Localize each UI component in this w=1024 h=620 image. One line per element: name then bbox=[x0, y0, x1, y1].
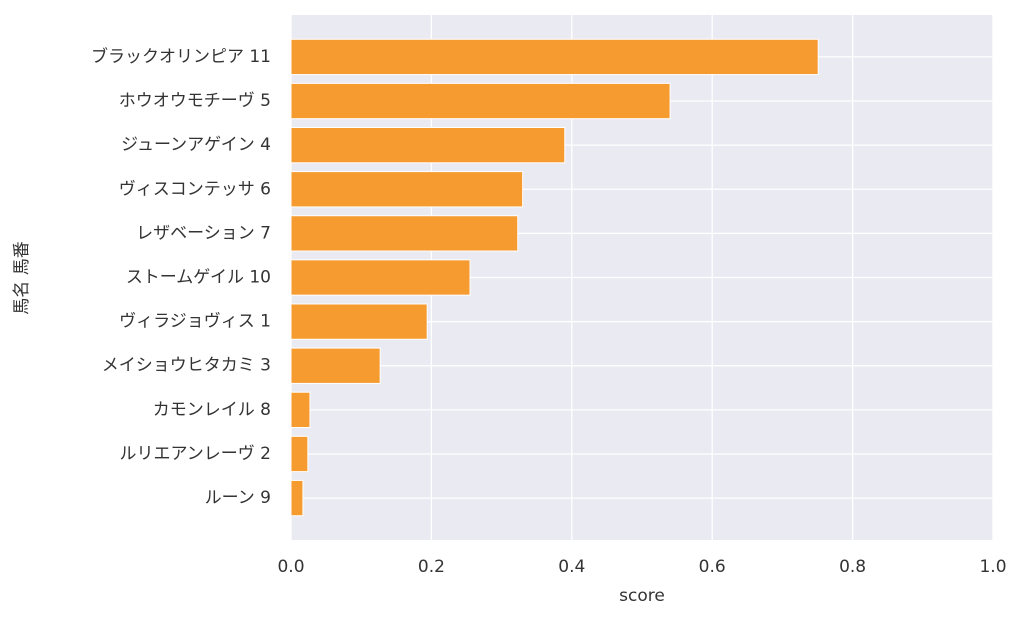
x-tick-label: 0.8 bbox=[839, 557, 866, 577]
y-tick-label: ブラックオリンピア 11 bbox=[91, 46, 271, 67]
x-tick-label: 0.2 bbox=[418, 557, 445, 577]
bar bbox=[290, 82, 671, 120]
y-tick-label: ジューンアゲイン 4 bbox=[121, 135, 271, 155]
x-tick-label: 0.6 bbox=[699, 557, 726, 577]
x-tick-label: 0.4 bbox=[558, 557, 585, 577]
bar bbox=[290, 127, 566, 164]
y-tick-label: ルリエアンレーヴ 2 bbox=[119, 444, 271, 464]
y-tick-label: メイショウヒタカミ 3 bbox=[102, 356, 271, 376]
y-tick-label: ヴィスコンテッサ 6 bbox=[119, 179, 271, 199]
y-axis-label: 馬名 馬番 bbox=[12, 241, 32, 314]
x-tick-label: 0.0 bbox=[277, 557, 304, 577]
x-axis-label: score bbox=[619, 586, 665, 606]
bar bbox=[290, 479, 304, 517]
y-tick-label: レザベーション 7 bbox=[136, 223, 271, 243]
bar bbox=[290, 215, 519, 252]
bar bbox=[290, 38, 819, 76]
y-tick-label: ストームゲイル 10 bbox=[126, 268, 271, 288]
bar bbox=[290, 391, 311, 428]
bar bbox=[290, 171, 524, 208]
bar bbox=[290, 347, 381, 384]
bar bbox=[290, 435, 309, 473]
x-tick-label: 1.0 bbox=[979, 557, 1006, 577]
bar bbox=[290, 259, 471, 296]
bar bbox=[290, 303, 428, 340]
y-tick-label: ヴィラジョヴィス 1 bbox=[119, 312, 271, 332]
y-tick-label: ルーン 9 bbox=[205, 488, 271, 508]
y-tick-label: カモンレイル 8 bbox=[153, 400, 271, 420]
y-tick-label: ホウオウモチーヴ 5 bbox=[119, 91, 271, 111]
